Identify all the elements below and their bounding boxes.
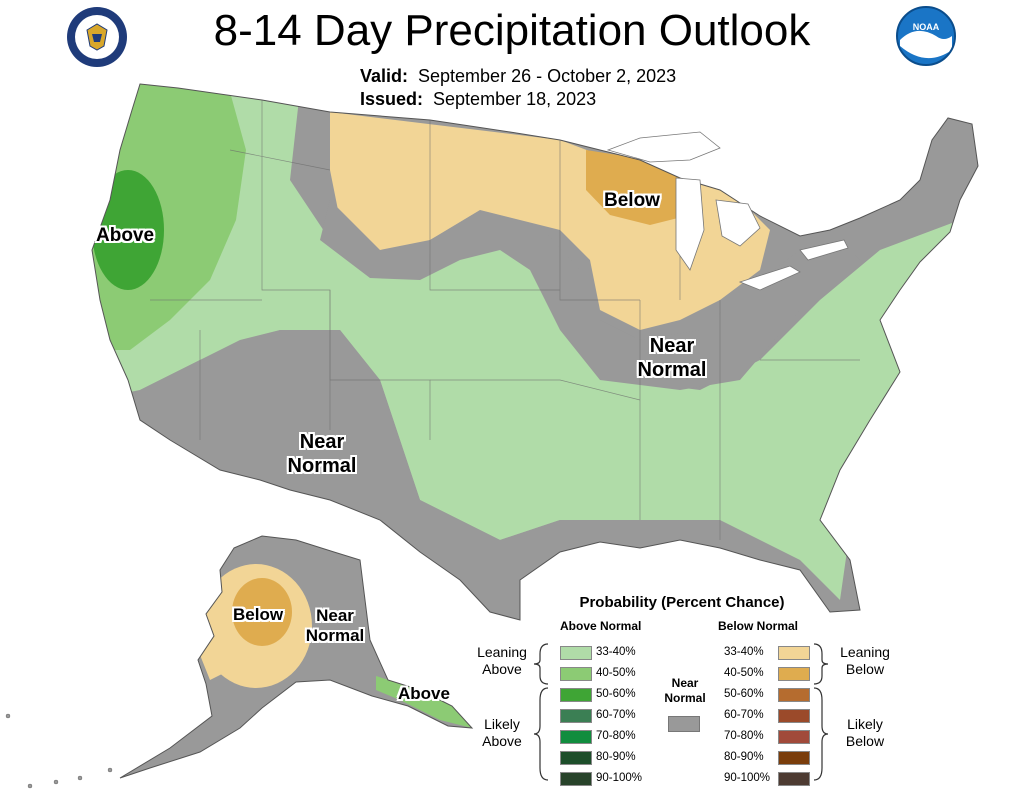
region-label-near-southwest-line1: Near [299, 431, 345, 453]
legend-likely-above-line2: Above [482, 733, 522, 749]
region-label-near-southwest: Near Normal [277, 430, 367, 478]
legend-near-swatch [668, 716, 700, 732]
legend-below-swatch-label-1: 33-40% [724, 646, 764, 658]
legend-below-swatch-label-6: 80-90% [724, 751, 764, 763]
legend-leaning-below-line1: Leaning [840, 644, 890, 660]
region-label-alaska-near: Near Normal [300, 606, 370, 646]
valid-value: September 26 - October 2, 2023 [418, 66, 677, 86]
legend-near-header-line2: Normal [664, 691, 706, 705]
legend-below-swatch-label-4: 60-70% [724, 709, 764, 721]
region-label-alaska-below: Below [233, 605, 284, 624]
legend-above-header: Above Normal [560, 619, 642, 633]
legend-below-swatch-label-5: 70-80% [724, 730, 764, 742]
region-label-below-midwest: Below [604, 190, 660, 211]
legend-leaning-above-line1: Leaning [477, 644, 527, 660]
legend-leaning-below: Leaning Below [830, 644, 900, 678]
legend-below-header: Below Normal [718, 619, 799, 633]
legend-near-header: Near Normal [655, 676, 715, 706]
valid-row: Valid: September 26 - October 2, 2023 [360, 65, 676, 87]
legend-above-swatch-label-7: 90-100% [596, 772, 643, 784]
region-label-alaska-near-line2: Normal [305, 626, 365, 645]
legend-below-swatch-6 [778, 751, 810, 765]
legend-near-header-line1: Near [671, 676, 699, 690]
legend-below-swatch-7 [778, 772, 810, 786]
legend-above-swatch-label-6: 80-90% [596, 751, 636, 763]
issued-label: Issued: [360, 89, 424, 109]
legend-leaning-above-line2: Above [482, 661, 522, 677]
legend-likely-above: Likely Above [470, 716, 534, 750]
legend-above-swatch-4 [560, 709, 592, 723]
region-label-above-west: Above [96, 225, 155, 246]
legend-above-swatch-label-3: 50-60% [596, 688, 636, 700]
legend-leaning-below-line2: Below [845, 661, 885, 677]
legend-title: Probability (Percent Chance) [579, 594, 785, 611]
legend-leaning-above: Leaning Above [470, 644, 534, 678]
region-label-near-east: Near Normal [630, 334, 714, 382]
legend-likely-below: Likely Below [830, 716, 900, 750]
legend-above-swatch-3 [560, 688, 592, 702]
legend-below-swatch-5 [778, 730, 810, 744]
doc-seal-icon [66, 6, 128, 68]
legend-above-swatch-label-5: 70-80% [596, 730, 636, 742]
legend-above-swatch-label-2: 40-50% [596, 667, 636, 679]
legend-below-swatch-label-3: 50-60% [724, 688, 764, 700]
legend-below-swatch-2 [778, 667, 810, 681]
legend-above-swatch-label-1: 33-40% [596, 646, 636, 658]
legend-likely-above-line1: Likely [484, 716, 520, 732]
legend-above-swatch-5 [560, 730, 592, 744]
region-label-alaska-near-line1: Near [316, 606, 354, 625]
legend-below-swatch-4 [778, 709, 810, 723]
legend-below-swatch-label-7: 90-100% [724, 772, 771, 784]
legend-below-swatch-3 [778, 688, 810, 702]
region-label-near-east-line1: Near [649, 335, 695, 357]
noaa-logo-icon: NOAA [896, 6, 956, 66]
legend-above-swatch-2 [560, 667, 592, 681]
issued-row: Issued: September 18, 2023 [360, 88, 596, 110]
legend-above-swatch-7 [560, 772, 592, 786]
legend-above-swatch-1 [560, 646, 592, 660]
region-label-near-east-line2: Normal [637, 359, 707, 381]
page-title: 8-14 Day Precipitation Outlook [213, 6, 811, 55]
legend-likely-below-line1: Likely [847, 716, 883, 732]
valid-label: Valid: [360, 66, 409, 86]
region-label-near-southwest-line2: Normal [287, 455, 357, 477]
svg-text:NOAA: NOAA [913, 22, 940, 32]
legend-likely-below-line2: Below [845, 733, 885, 749]
legend-above-swatch-label-4: 60-70% [596, 709, 636, 721]
legend-below-swatch-1 [778, 646, 810, 660]
region-label-alaska-above: Above [398, 684, 450, 703]
legend-below-swatch-label-2: 40-50% [724, 667, 764, 679]
legend-above-swatch-6 [560, 751, 592, 765]
issued-value: September 18, 2023 [433, 89, 597, 109]
